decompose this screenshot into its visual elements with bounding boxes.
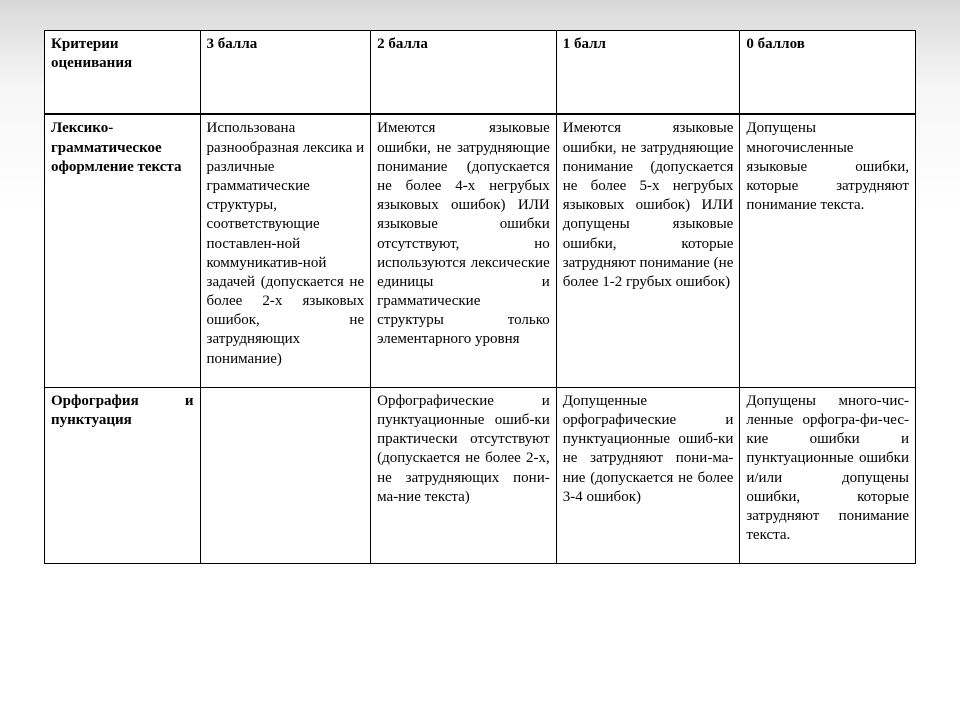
cell-r0-3pts: Использована разнообразная лексика и раз…: [200, 114, 371, 387]
header-row: Критерии оценивания 3 балла 2 балла 1 ба…: [45, 31, 916, 115]
col-header-0pts: 0 баллов: [740, 31, 916, 115]
table-row: Орфография и пунктуация Орфографические …: [45, 387, 916, 564]
table-row: Лексико-грамматическое оформление текста…: [45, 114, 916, 387]
col-header-2pts: 2 балла: [371, 31, 557, 115]
rubric-table: Критерии оценивания 3 балла 2 балла 1 ба…: [44, 30, 916, 564]
table-body: Лексико-грамматическое оформление текста…: [45, 114, 916, 563]
cell-r1-1pt: Допущенные орфографические и пунктуацион…: [556, 387, 740, 564]
col-header-criteria: Критерии оценивания: [45, 31, 201, 115]
page-container: Критерии оценивания 3 балла 2 балла 1 ба…: [0, 0, 960, 720]
col-header-3pts: 3 балла: [200, 31, 371, 115]
row-criterion-label: Орфография и пунктуация: [45, 387, 201, 564]
cell-r1-0pts: Допущены много-чис-ленные орфогра-фи-чес…: [740, 387, 916, 564]
cell-r0-0pts: Допущены многочисленные языковые ошибки,…: [740, 114, 916, 387]
row-criterion-label: Лексико-грамматическое оформление текста: [45, 114, 201, 387]
cell-r0-2pts: Имеются языковые ошибки, не затрудняющие…: [371, 114, 557, 387]
col-header-1pt: 1 балл: [556, 31, 740, 115]
cell-r0-1pt: Имеются языковые ошибки, не затрудняющие…: [556, 114, 740, 387]
cell-r1-3pts: [200, 387, 371, 564]
cell-r1-2pts: Орфографические и пунктуационные ошиб-ки…: [371, 387, 557, 564]
table-header: Критерии оценивания 3 балла 2 балла 1 ба…: [45, 31, 916, 115]
